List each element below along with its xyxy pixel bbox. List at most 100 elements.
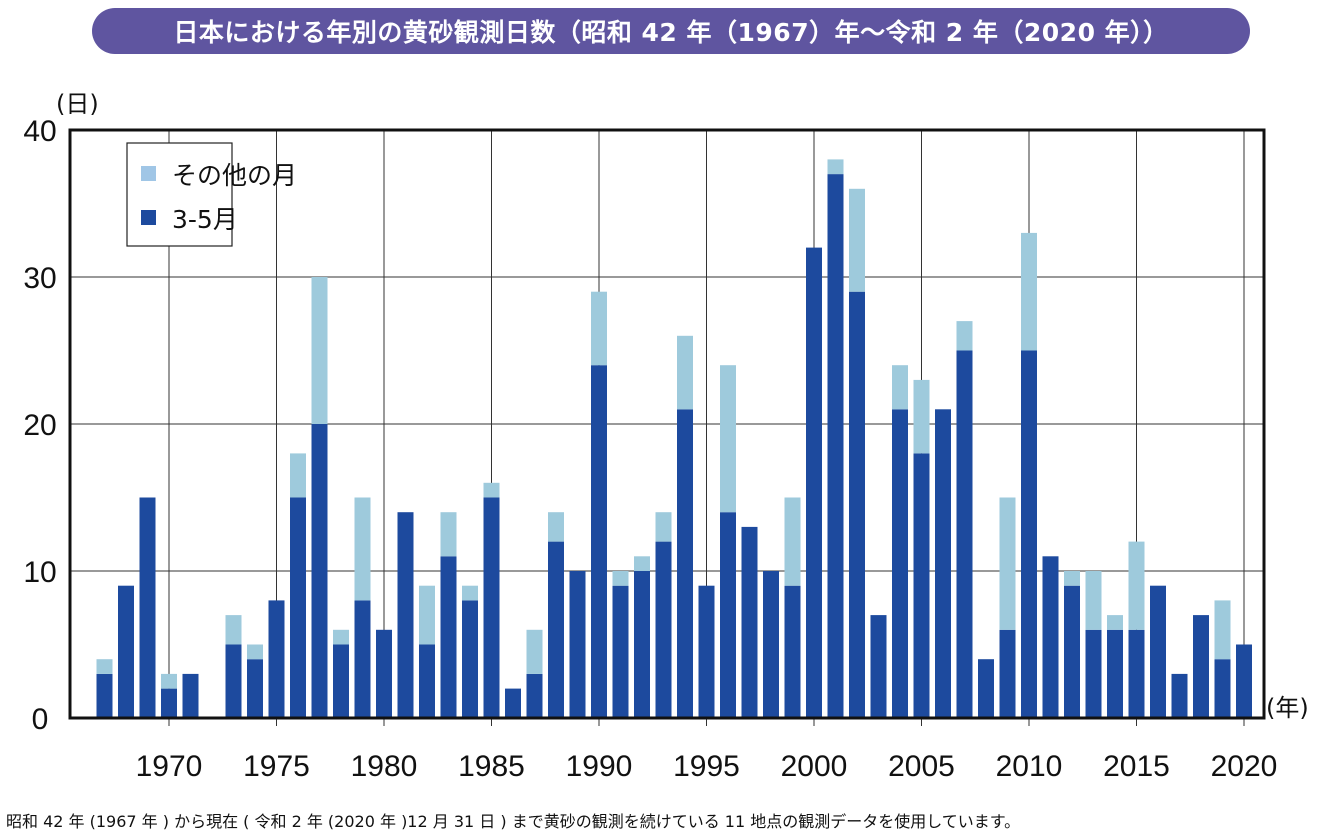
bar-other-months <box>247 644 263 660</box>
y-tick-label: 30 <box>23 262 56 295</box>
bar-mar-may <box>935 409 951 718</box>
legend-label-other-months: その他の月 <box>172 161 297 190</box>
bar-other-months <box>290 453 306 498</box>
bar-other-months <box>634 556 650 571</box>
bar-mar-may <box>569 571 586 718</box>
bar-other-months <box>1021 232 1037 351</box>
bars <box>96 159 1252 719</box>
bar-mar-may <box>913 453 930 718</box>
x-tick-label: 2020 <box>1211 750 1278 783</box>
bar-other-months <box>311 277 328 424</box>
x-tick-label: 1970 <box>136 750 203 783</box>
y-axis-label: (日) <box>56 90 99 118</box>
bar-mar-may <box>1214 659 1231 718</box>
x-tick-label: 2005 <box>888 750 955 783</box>
x-tick-label: 2010 <box>996 750 1063 783</box>
bar-mar-may <box>182 673 199 718</box>
axes: 0 10 20 30 40 1970 1975 1980 1985 1990 1995 2000 200… <box>23 115 1277 783</box>
bar-other-months <box>677 335 693 410</box>
bar-mar-may <box>1193 615 1209 718</box>
bar-mar-may <box>784 585 801 718</box>
bar-mar-may <box>1171 673 1188 718</box>
bar-other-months <box>354 497 371 601</box>
bar-other-months <box>333 629 349 645</box>
legend-swatch-other-months <box>141 166 156 181</box>
bar-mar-may <box>311 424 328 718</box>
x-tick-label: 1985 <box>458 750 525 783</box>
bar-other-months <box>1128 541 1145 630</box>
bar-mar-may <box>247 659 263 718</box>
bar-mar-may <box>870 615 887 718</box>
bar-mar-may <box>1021 350 1037 718</box>
x-tick-label: 1980 <box>351 750 418 783</box>
bar-other-months <box>483 482 500 498</box>
bar-mar-may <box>1236 644 1252 718</box>
bar-mar-may <box>462 600 478 718</box>
bar-mar-may <box>1042 556 1059 718</box>
bar-mar-may <box>376 629 392 718</box>
bar-other-months <box>1214 600 1231 660</box>
bar-other-months <box>1064 571 1080 586</box>
bar-mar-may <box>161 688 177 718</box>
bar-other-months <box>526 629 543 674</box>
bar-other-months <box>956 321 973 351</box>
bar-other-months <box>720 365 736 513</box>
x-tick-label: 1990 <box>566 750 633 783</box>
bar-mar-may <box>956 350 973 718</box>
bar-other-months <box>827 159 844 175</box>
bar-other-months <box>784 497 801 586</box>
legend-label-mar-may: 3-5月 <box>172 205 238 234</box>
plot-frame <box>68 128 1266 720</box>
bar-other-months <box>655 512 672 542</box>
x-tick-label: 2000 <box>781 750 848 783</box>
x-tick-label: 1995 <box>673 750 740 783</box>
bar-other-months <box>161 673 177 689</box>
bar-mar-may <box>677 409 693 718</box>
x-tick-label: 2015 <box>1103 750 1170 783</box>
bar-mar-may <box>139 497 156 718</box>
bar-mar-may <box>827 174 844 719</box>
bar-other-months <box>548 512 564 542</box>
bar-other-months <box>225 615 242 645</box>
y-tick-label: 10 <box>23 556 56 589</box>
bar-other-months <box>849 188 865 292</box>
bar-mar-may <box>440 556 457 718</box>
bar-mar-may <box>892 409 908 718</box>
bar-mar-may <box>591 365 607 718</box>
bar-other-months <box>892 365 908 410</box>
y-tick-label: 40 <box>23 115 56 148</box>
bar-mar-may <box>1128 629 1145 718</box>
bar-mar-may <box>655 541 672 718</box>
bar-other-months <box>999 497 1016 630</box>
bar-mar-may <box>96 673 113 718</box>
bar-mar-may <box>333 644 349 718</box>
bar-other-months <box>591 291 607 366</box>
bar-other-months <box>913 379 930 454</box>
bar-mar-may <box>1107 629 1123 718</box>
legend-box <box>126 142 233 247</box>
bar-mar-may <box>612 585 629 718</box>
bar-mar-may <box>849 291 865 718</box>
bar-mar-may <box>806 247 822 718</box>
bar-mar-may <box>999 629 1016 718</box>
bar-mar-may <box>1150 585 1166 718</box>
bar-mar-may <box>225 644 242 718</box>
x-tick-label: 1975 <box>243 750 310 783</box>
bar-mar-may <box>548 541 564 718</box>
bar-mar-may <box>763 571 779 718</box>
bar-mar-may <box>634 571 650 718</box>
bar-mar-may <box>526 673 543 718</box>
bar-mar-may <box>1085 629 1102 718</box>
bar-mar-may <box>397 512 414 718</box>
bar-other-months <box>1107 615 1123 630</box>
legend: その他の月 3-5月 <box>126 142 297 247</box>
bar-mar-may <box>483 497 500 718</box>
bar-mar-may <box>290 497 306 718</box>
bar-mar-may <box>118 585 134 718</box>
footnote: 昭和 42 年 (1967 年 ) から現在 ( 令和 2 年 (2020 年 … <box>6 812 1021 831</box>
bar-mar-may <box>1064 585 1080 718</box>
bar-mar-may <box>505 688 521 718</box>
x-axis-label: (年) <box>1266 694 1309 722</box>
bar-other-months <box>440 512 457 557</box>
